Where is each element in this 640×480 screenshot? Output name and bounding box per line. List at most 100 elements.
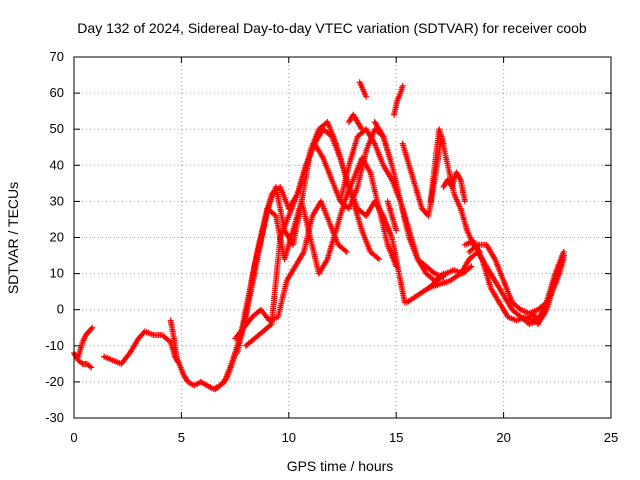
- y-tick-label: 60: [50, 85, 64, 100]
- marker-segment: [85, 362, 93, 370]
- data-point: [174, 357, 181, 364]
- data-point: [393, 227, 400, 234]
- marker-segment: [259, 308, 272, 322]
- marker-segment: [360, 88, 369, 98]
- data-point: [384, 147, 391, 154]
- chart-title: Day 132 of 2024, Sidereal Day-to-day VTE…: [77, 20, 587, 36]
- marker-segment: [327, 221, 341, 246]
- x-tick-label: 10: [282, 430, 296, 445]
- marker-segment: [527, 311, 536, 319]
- marker-segment: [192, 379, 203, 388]
- data-point: [560, 248, 567, 255]
- marker-segment: [426, 279, 439, 290]
- grid: [74, 57, 611, 418]
- marker-segment: [318, 200, 332, 225]
- marker-segment: [301, 214, 315, 253]
- y-tick-label: 0: [57, 302, 64, 317]
- marker-segment: [406, 164, 418, 189]
- series-track-x: [425, 263, 475, 292]
- marker-segment: [435, 271, 448, 283]
- marker-segment: [325, 120, 339, 145]
- y-tick-label: 20: [50, 230, 64, 245]
- marker-segment: [452, 267, 465, 276]
- marker-segment: [376, 127, 386, 138]
- marker-segment: [461, 264, 473, 276]
- marker-segment: [452, 193, 463, 210]
- x-tick-label: 5: [178, 430, 185, 445]
- y-tick-label: 70: [50, 49, 64, 64]
- marker-segment: [444, 267, 456, 276]
- marker-segment: [80, 333, 88, 344]
- marker-segment: [168, 319, 176, 333]
- series-track-p: [427, 126, 447, 205]
- data-layer: [71, 79, 567, 393]
- marker-segment: [102, 354, 114, 363]
- marker-segment: [252, 329, 265, 341]
- marker-segment: [337, 164, 352, 203]
- series-track-i: [232, 198, 350, 342]
- marker-segment: [368, 250, 381, 261]
- marker-segment: [160, 333, 173, 344]
- marker-segment: [380, 135, 391, 153]
- marker-segment: [535, 315, 545, 326]
- marker-segment: [475, 250, 489, 268]
- marker-segment: [406, 236, 420, 261]
- marker-segment: [416, 286, 430, 298]
- marker-segment: [233, 326, 246, 340]
- marker-segment: [357, 81, 366, 91]
- x-tick-label: 20: [496, 430, 510, 445]
- marker-segment: [286, 193, 300, 217]
- marker-segment: [395, 91, 403, 102]
- marker-segment: [320, 156, 334, 181]
- marker-segment: [143, 329, 155, 338]
- y-tick-label: -10: [45, 338, 64, 353]
- series-track-w: [403, 270, 464, 306]
- series-track-l: [356, 79, 370, 100]
- marker-segment: [397, 200, 412, 239]
- marker-segment: [501, 279, 515, 304]
- marker-segment: [312, 142, 326, 160]
- x-tick-label: 15: [389, 430, 403, 445]
- marker-segment: [413, 185, 425, 210]
- marker-segment: [199, 379, 209, 388]
- marker-segment: [454, 171, 463, 182]
- data-point: [88, 364, 95, 371]
- marker-segment: [355, 120, 364, 131]
- marker-segment: [294, 164, 309, 196]
- marker-segment: [355, 149, 369, 189]
- series-track-c: [101, 328, 239, 393]
- marker-segment: [205, 383, 215, 392]
- marker-segment: [316, 257, 330, 275]
- marker-segment: [385, 243, 399, 268]
- marker-segment: [416, 257, 428, 269]
- marker-segment: [381, 163, 394, 182]
- marker-segment: [389, 178, 403, 203]
- marker-segment: [290, 200, 305, 246]
- marker-segment: [136, 329, 147, 341]
- data-point: [440, 140, 447, 147]
- marker-segment: [397, 279, 408, 304]
- y-tick-label: 50: [50, 121, 64, 136]
- series-track-b: [75, 324, 96, 360]
- marker-segment: [181, 373, 190, 384]
- marker-segment: [346, 185, 360, 210]
- marker-segment: [333, 142, 348, 174]
- series-track-a: [71, 350, 95, 371]
- marker-segment: [277, 214, 292, 239]
- marker-segment: [214, 380, 226, 391]
- marker-segment: [284, 265, 298, 283]
- marker-segment: [268, 236, 283, 326]
- marker-segment: [222, 359, 236, 384]
- series-track-h: [242, 126, 447, 349]
- marker-segment: [303, 142, 317, 167]
- marker-segment: [293, 250, 306, 268]
- marker-segment: [467, 242, 480, 254]
- marker-segment: [540, 308, 549, 319]
- marker-segment: [519, 307, 531, 316]
- marker-segment: [391, 99, 400, 116]
- marker-segment: [172, 344, 180, 362]
- series-track-d: [167, 317, 181, 364]
- y-tick-label: 30: [50, 193, 64, 208]
- marker-segment: [372, 200, 386, 218]
